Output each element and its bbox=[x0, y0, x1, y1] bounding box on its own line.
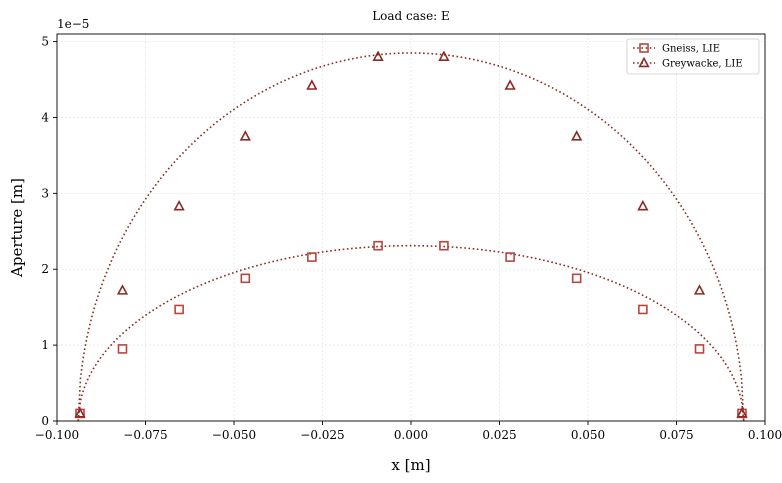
x-tick-label: −0.050 bbox=[212, 428, 256, 442]
data-point bbox=[438, 50, 450, 61]
data-point bbox=[74, 407, 86, 418]
grid bbox=[56, 34, 766, 422]
data-point bbox=[117, 344, 128, 354]
x-tick-label: 0.000 bbox=[394, 428, 428, 442]
series-layer bbox=[74, 50, 748, 422]
legend: Gneiss, LIE Greywacke, LIE bbox=[626, 38, 760, 75]
ticks: −0.100 −0.075 −0.050 −0.025 0.000 0.025 0.050 0… bbox=[35, 35, 782, 442]
x-tick-label: 0.075 bbox=[659, 428, 693, 442]
legend-box bbox=[626, 38, 760, 75]
data-point bbox=[306, 79, 318, 90]
legend-entry-label: Gneiss, LIE bbox=[662, 44, 720, 55]
y-tick-label: 4 bbox=[41, 110, 49, 124]
data-point bbox=[173, 199, 185, 211]
data-point bbox=[637, 199, 649, 211]
y-axis-label: Aperture [m] bbox=[8, 178, 26, 278]
series-2 bbox=[74, 50, 748, 422]
chart-title: Load case: E bbox=[372, 9, 450, 23]
data-point bbox=[505, 252, 515, 262]
data-point bbox=[504, 79, 516, 90]
x-tick-label: −0.100 bbox=[35, 428, 79, 442]
data-point bbox=[571, 130, 583, 141]
series-line bbox=[77, 52, 745, 422]
x-tick-label: 0.050 bbox=[571, 428, 605, 442]
data-point bbox=[174, 304, 184, 315]
legend-marker bbox=[638, 56, 650, 68]
x-tick-label: 0.025 bbox=[482, 428, 516, 442]
y-tick-label: 3 bbox=[41, 186, 49, 200]
x-axis-label: x [m] bbox=[391, 456, 430, 474]
y-tick-label: 1 bbox=[41, 338, 49, 352]
y-offset-label: 1e−5 bbox=[57, 17, 89, 31]
x-tick-label: −0.025 bbox=[300, 428, 344, 442]
data-point bbox=[116, 284, 129, 295]
data-point bbox=[239, 130, 251, 141]
y-tick-label: 2 bbox=[41, 262, 49, 276]
data-point bbox=[373, 240, 383, 251]
data-point bbox=[736, 407, 748, 418]
legend-marker bbox=[639, 43, 649, 53]
y-tick-label: 5 bbox=[41, 35, 49, 49]
data-point bbox=[439, 240, 449, 251]
series-line bbox=[77, 244, 745, 422]
data-point bbox=[638, 304, 648, 315]
data-point bbox=[240, 273, 251, 284]
y-tick-label: 0 bbox=[41, 414, 49, 428]
data-point bbox=[694, 344, 705, 354]
legend-entry-label: Greywacke, LIE bbox=[662, 59, 743, 70]
data-point bbox=[571, 273, 582, 284]
x-tick-label: 0.100 bbox=[748, 428, 782, 442]
x-tick-label: −0.075 bbox=[123, 428, 167, 442]
data-point bbox=[307, 252, 317, 262]
data-point bbox=[372, 50, 384, 61]
data-point bbox=[693, 284, 706, 295]
